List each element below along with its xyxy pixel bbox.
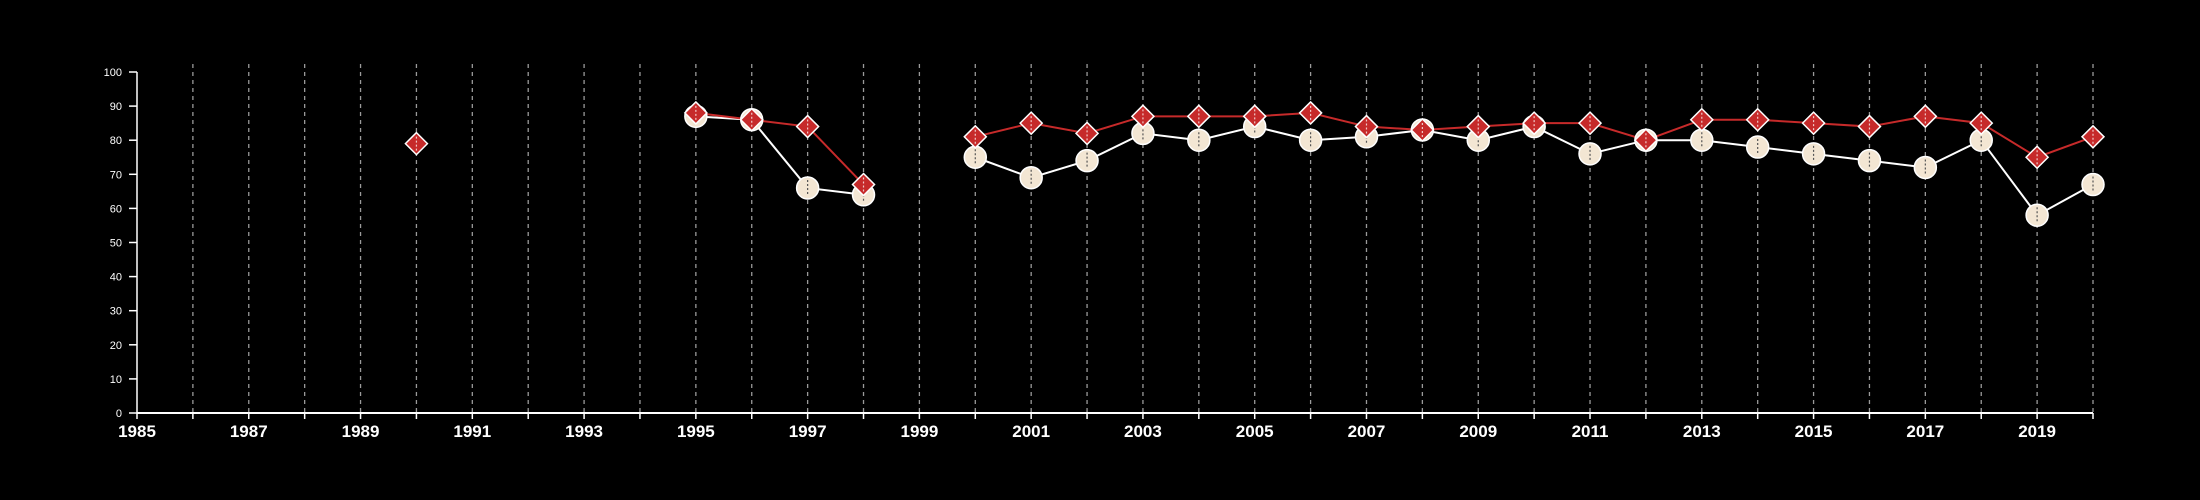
y-tick-label: 0 [116,408,122,420]
series-line-diamond [695,111,865,186]
data-point-diamond [1857,114,1882,139]
x-tick-label: 2011 [1572,422,1609,441]
y-tick-label: 50 [110,238,122,250]
series-line-circle [695,115,864,196]
y-tick-label: 60 [110,203,122,215]
x-tick-label: 1991 [453,422,491,441]
y-tick-label: 100 [104,67,122,79]
data-point-diamond [1913,104,1938,129]
data-point-diamond [1577,111,1603,136]
y-tick-label: 40 [110,272,122,284]
data-point-diamond [1466,114,1491,139]
data-point-diamond [2080,124,2106,149]
y-tick-label: 90 [110,101,122,113]
x-tick-label: 1985 [118,422,156,441]
data-point-diamond [1410,117,1435,143]
data-point-diamond [1745,107,1770,132]
y-tick-label: 80 [110,135,122,147]
data-point-diamond [2025,145,2050,170]
data-point-diamond [795,114,820,139]
data-point-diamond [851,172,876,197]
y-tick-label: 20 [110,340,122,352]
y-tick-label: 10 [110,374,122,386]
y-tick-label: 30 [110,306,122,318]
data-point-diamond [404,131,429,156]
data-point-diamond [1130,104,1156,129]
x-tick-label: 2007 [1348,422,1386,441]
data-point-diamond [1242,104,1267,129]
data-point-diamond [1298,100,1323,125]
data-point-diamond [683,100,708,125]
data-point-diamond [1801,111,1826,136]
x-tick-label: 1995 [677,422,715,441]
x-tick-label: 1993 [565,422,603,441]
x-tick-label: 1999 [900,422,938,441]
data-point-diamond [1633,128,1658,153]
data-point-diamond [1689,107,1714,132]
x-tick-label: 2019 [2018,422,2056,441]
x-tick-label: 2015 [1795,422,1833,441]
data-point-diamond [739,107,764,132]
x-tick-label: 2009 [1459,422,1497,441]
x-tick-label: 2017 [1906,422,1944,441]
data-point-diamond [1354,114,1379,139]
x-tick-label: 2003 [1124,422,1162,441]
x-tick-label: 1989 [342,422,380,441]
data-point-diamond [963,124,988,149]
data-point-diamond [1074,121,1100,146]
data-point-diamond [1522,111,1547,136]
x-tick-label: 2001 [1012,422,1050,441]
data-point-diamond [1019,111,1044,136]
y-tick-label: 70 [110,169,122,181]
data-point-diamond [1969,111,1994,136]
x-tick-label: 1987 [230,422,268,441]
x-tick-label: 2005 [1236,422,1274,441]
x-tick-label: 2013 [1683,422,1721,441]
data-point-diamond [1186,104,1211,129]
x-tick-label: 1997 [789,422,827,441]
